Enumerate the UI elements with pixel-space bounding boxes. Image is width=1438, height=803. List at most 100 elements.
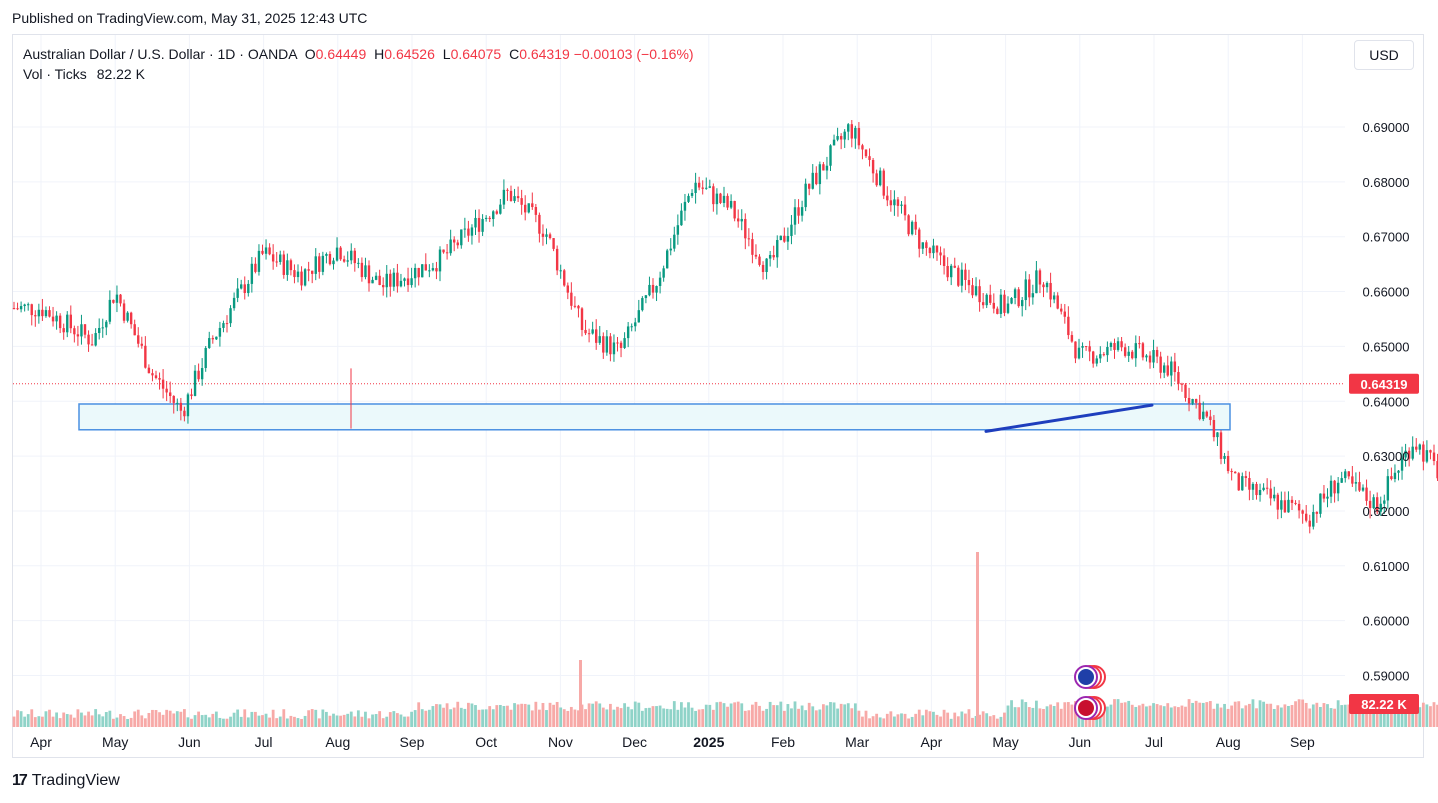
candle-body	[1386, 476, 1390, 501]
volume-bar	[12, 716, 16, 727]
volume-bar	[1173, 706, 1177, 727]
candle-body	[474, 217, 477, 228]
candle-body	[183, 410, 186, 417]
volume-bar	[317, 718, 321, 727]
volume-bar	[126, 718, 129, 727]
candle-body	[250, 263, 254, 284]
volume-bar	[1017, 707, 1021, 727]
volume-bar	[1237, 701, 1241, 727]
candle-body	[1148, 355, 1152, 363]
volume-bar	[704, 704, 708, 727]
candle-body	[460, 229, 463, 246]
volume-bar	[850, 708, 854, 727]
candle-body	[1038, 270, 1042, 285]
candle-body	[1333, 480, 1336, 494]
candle-body	[261, 250, 264, 254]
volume-bar	[520, 703, 524, 727]
volume-bar	[360, 716, 364, 727]
candle-body	[176, 402, 179, 404]
candle-body	[989, 294, 992, 303]
symbol-title[interactable]: Australian Dollar / U.S. Dollar · 1D · O…	[23, 46, 297, 62]
volume-bar	[1279, 707, 1283, 727]
volume-bar	[1258, 700, 1262, 727]
volume-bar	[800, 705, 804, 727]
volume-bar	[406, 716, 410, 727]
volume-bar	[648, 707, 651, 727]
volume-bar	[257, 715, 261, 727]
high-label: H	[374, 46, 385, 62]
volume-bar	[172, 713, 176, 727]
candle-body	[630, 326, 633, 328]
candle-body	[456, 242, 459, 246]
candle-body	[1006, 303, 1010, 313]
candle-body	[463, 228, 467, 230]
candle-body	[1113, 342, 1116, 350]
candle-body	[942, 255, 946, 266]
time-tick-label: Mar	[845, 734, 869, 750]
volume-bar	[435, 704, 438, 727]
candle-body	[1354, 482, 1358, 484]
candle-body	[570, 292, 573, 306]
candle-body	[1067, 316, 1070, 336]
candle-body	[925, 242, 928, 249]
candle-body	[1109, 342, 1113, 347]
volume-bar	[1074, 701, 1077, 727]
candle-body	[623, 338, 626, 348]
volume-bar	[1301, 699, 1305, 727]
volume-bar	[853, 703, 857, 727]
volume-bar	[356, 710, 360, 727]
candle-body	[729, 200, 733, 208]
candle-body	[1024, 279, 1027, 301]
open-label: O	[304, 46, 316, 62]
volume-bar	[1297, 699, 1301, 727]
candle-body	[715, 193, 719, 205]
price-tick-label: 0.62000	[1363, 504, 1410, 519]
volume-bar	[1024, 702, 1028, 727]
volume-bar	[1003, 712, 1006, 727]
volume-bar	[1123, 702, 1127, 727]
candle-body	[619, 342, 623, 348]
currency-button[interactable]: USD	[1354, 40, 1414, 70]
volume-bar	[665, 708, 669, 727]
candle-body	[282, 254, 285, 275]
candle-body	[1173, 361, 1177, 373]
close-label: C	[509, 46, 520, 62]
candle-body	[30, 304, 33, 316]
volume-bar	[825, 705, 829, 727]
volume-bar	[1262, 701, 1265, 727]
candle-body	[240, 284, 243, 289]
volume-bar	[680, 702, 683, 727]
volume-bar	[932, 711, 935, 727]
candle-body	[1340, 478, 1343, 483]
footer-brand[interactable]: 17 TradingView	[12, 772, 120, 790]
volume-bar	[552, 704, 555, 727]
volume-bar	[1201, 702, 1205, 727]
volume-bar	[236, 709, 240, 727]
candle-body	[51, 316, 55, 322]
trendline[interactable]	[984, 403, 1154, 433]
volume-bar	[811, 706, 815, 727]
volume-bar	[481, 709, 484, 727]
support-zone[interactable]	[78, 403, 1231, 431]
candle-body	[1255, 483, 1258, 496]
candle-body	[1123, 347, 1127, 356]
candle-body	[470, 227, 474, 236]
volume-bar	[321, 709, 325, 727]
candle-body	[1042, 284, 1045, 288]
volume-bar	[1255, 708, 1258, 727]
candle-body	[506, 189, 509, 191]
volume-bar	[367, 718, 371, 727]
candle-body	[1088, 346, 1091, 352]
volume-bar	[246, 717, 250, 727]
change-value: −0.00103 (−0.16%)	[573, 46, 694, 62]
volume-bar	[1152, 703, 1155, 727]
candle-body	[829, 145, 832, 166]
volume-bar	[1137, 705, 1141, 727]
candle-body	[1035, 270, 1038, 294]
volume-label[interactable]: Vol · Ticks	[23, 66, 87, 82]
candle-body	[779, 235, 782, 241]
candle-body	[37, 309, 41, 317]
candle-body	[971, 285, 974, 296]
candle-body	[236, 288, 239, 298]
